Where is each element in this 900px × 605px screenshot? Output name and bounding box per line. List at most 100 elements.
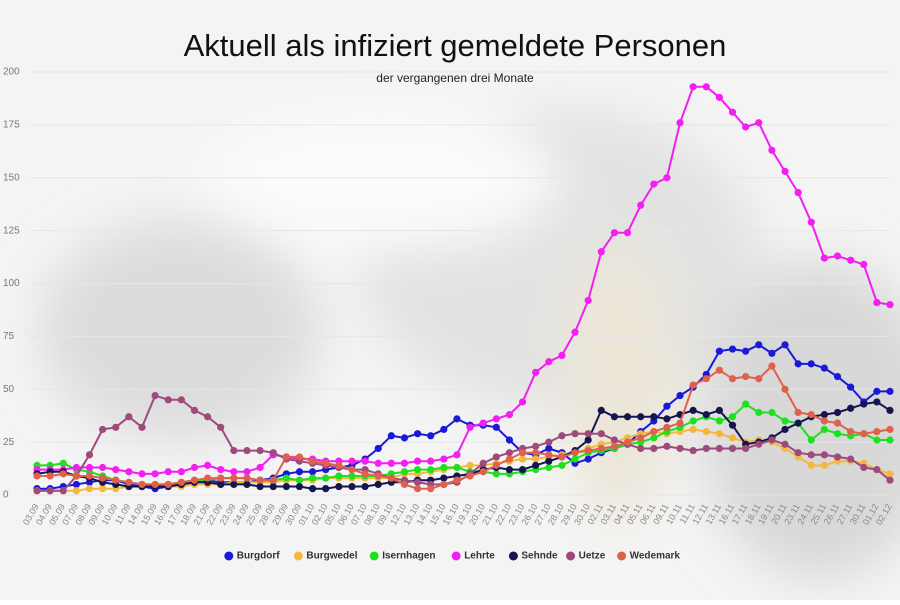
point: [243, 474, 251, 482]
point: [374, 444, 382, 453]
point: [99, 463, 107, 472]
point: [742, 372, 750, 381]
point: [164, 480, 172, 489]
point: [860, 400, 868, 408]
point: [820, 417, 828, 425]
point: [466, 472, 474, 480]
point: [545, 451, 553, 459]
point: [728, 108, 737, 116]
point: [427, 457, 435, 465]
point: [637, 434, 645, 442]
point: [886, 387, 894, 395]
point: [794, 408, 802, 417]
legend-marker: [293, 551, 303, 561]
point: [335, 482, 343, 491]
point: [860, 260, 868, 269]
point: [755, 408, 763, 417]
legend-marker: [617, 551, 627, 561]
point: [663, 174, 671, 182]
point: [230, 480, 238, 489]
point: [72, 472, 80, 480]
point: [807, 218, 815, 226]
point: [742, 123, 750, 131]
point: [505, 449, 514, 457]
point: [689, 446, 697, 455]
point: [230, 474, 238, 482]
point: [676, 391, 684, 400]
point: [492, 470, 500, 478]
point: [886, 470, 894, 478]
point: [99, 425, 107, 434]
point: [440, 455, 448, 463]
point: [308, 474, 317, 482]
point: [190, 476, 199, 484]
point: [335, 461, 343, 469]
point: [689, 417, 697, 425]
point: [610, 229, 619, 237]
point: [663, 415, 671, 423]
point: [781, 385, 789, 393]
y-tick-label: 50: [3, 384, 15, 395]
legend-label: Burgdorf: [237, 551, 280, 562]
point: [138, 423, 146, 431]
point: [742, 347, 750, 355]
point: [820, 461, 828, 469]
point: [151, 480, 159, 489]
point: [243, 480, 251, 489]
y-tick-label: 150: [3, 172, 20, 183]
point: [335, 472, 343, 480]
point: [387, 459, 395, 467]
point: [676, 119, 684, 127]
point: [295, 482, 304, 491]
point: [558, 351, 566, 360]
point: [650, 413, 658, 421]
point: [794, 188, 802, 197]
point: [269, 449, 277, 457]
point: [217, 423, 225, 431]
point: [663, 442, 671, 450]
point: [755, 341, 763, 349]
point: [217, 480, 225, 489]
point: [768, 408, 776, 417]
point: [571, 430, 579, 438]
point: [886, 301, 894, 309]
point: [190, 463, 199, 472]
point: [558, 453, 566, 461]
point: [532, 449, 540, 457]
point: [597, 406, 605, 414]
point: [728, 413, 737, 421]
point: [637, 444, 645, 453]
point: [820, 364, 828, 372]
point: [781, 341, 789, 349]
point: [374, 480, 382, 489]
point: [492, 415, 500, 423]
point: [85, 485, 94, 493]
point: [361, 470, 369, 478]
point: [361, 482, 369, 491]
legend-label: Wedemark: [630, 551, 681, 562]
point: [715, 430, 724, 438]
point: [440, 474, 448, 482]
legend-label: Uetze: [579, 551, 606, 562]
point: [794, 449, 802, 457]
point: [742, 444, 750, 453]
y-tick-label: 0: [3, 490, 9, 501]
point: [243, 446, 251, 455]
series: [33, 362, 894, 493]
point: [33, 487, 41, 495]
y-tick-label: 125: [3, 225, 20, 236]
point: [873, 387, 881, 395]
point: [571, 328, 579, 336]
point: [886, 425, 894, 434]
point: [204, 474, 212, 482]
point: [427, 485, 435, 493]
point: [112, 466, 120, 474]
point: [177, 468, 185, 476]
point: [138, 480, 146, 489]
point: [597, 444, 605, 453]
point: [400, 459, 409, 467]
point: [72, 463, 80, 472]
point: [715, 417, 724, 425]
